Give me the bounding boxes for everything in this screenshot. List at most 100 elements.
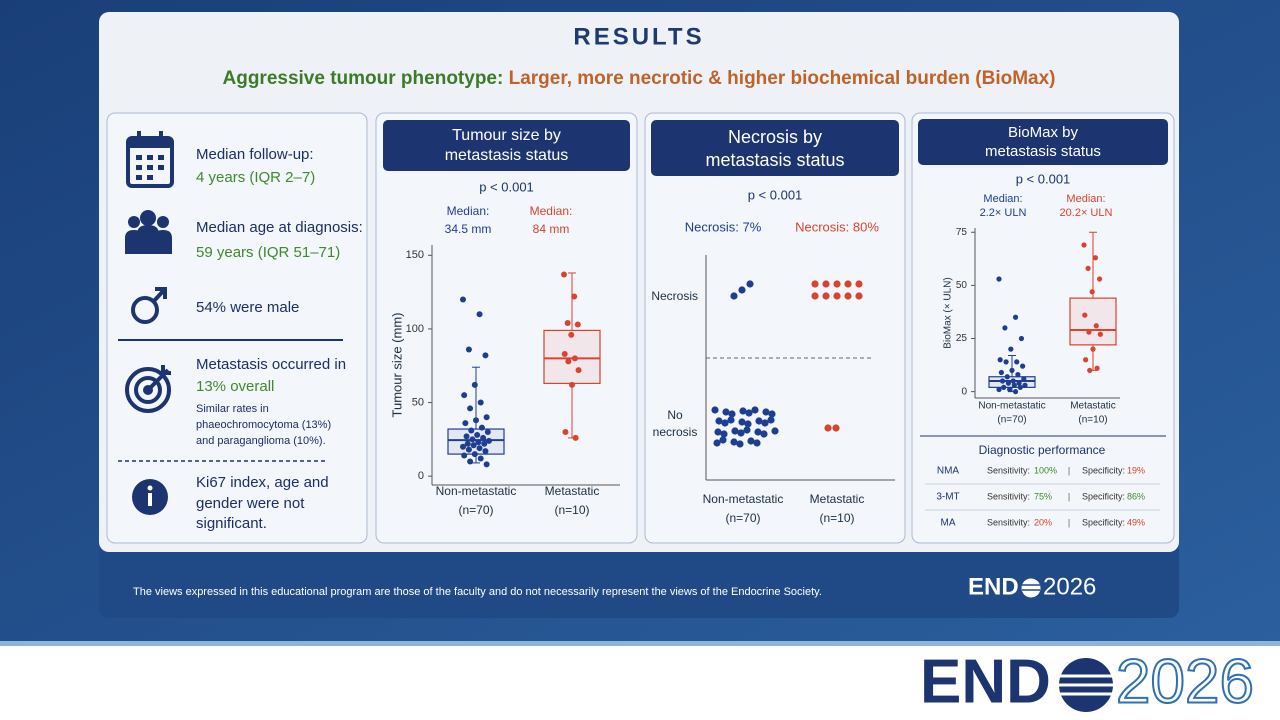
- subtitle-lead: Aggressive tumour phenotype:: [223, 68, 504, 89]
- data-point: [468, 427, 475, 434]
- y-tick-label: 50: [956, 280, 968, 291]
- table-cell: 49%: [1127, 517, 1145, 527]
- data-point: [1008, 346, 1014, 352]
- data-point: [996, 386, 1002, 393]
- data-point: [731, 427, 739, 435]
- logo-globe: [1021, 578, 1041, 598]
- data-point: [727, 416, 735, 424]
- data-point: [753, 439, 761, 447]
- data-point: [464, 440, 471, 447]
- data-point: [822, 280, 830, 288]
- panel: [106, 112, 368, 544]
- data-point: [1090, 346, 1096, 352]
- x-tick-label: (n=70): [458, 503, 493, 517]
- data-point: [571, 355, 578, 362]
- data-point: [715, 417, 723, 425]
- table-cell: 19%: [1127, 465, 1145, 475]
- stat-label: Median follow-up:: [196, 146, 314, 163]
- data-point: [478, 424, 485, 431]
- data-point: [1007, 386, 1013, 393]
- data-point: [571, 293, 578, 300]
- table-cell: |: [1068, 465, 1070, 475]
- data-point: [482, 448, 489, 455]
- data-point: [482, 352, 489, 359]
- data-point: [755, 417, 763, 425]
- axis-title: BioMax (× ULN): [943, 277, 954, 348]
- data-point: [844, 280, 852, 288]
- data-point: [728, 410, 736, 418]
- y-tick-label: 100: [406, 323, 424, 335]
- data-point: [1083, 357, 1089, 363]
- data-point: [833, 292, 841, 300]
- data-point: [832, 424, 840, 432]
- box: [543, 329, 601, 385]
- row-label: Necrosis: [651, 289, 698, 303]
- data-point: [1017, 384, 1023, 390]
- data-point: [1011, 382, 1017, 388]
- data-point: [855, 292, 863, 300]
- stat-label: significant.: [196, 515, 267, 532]
- logo-globe-lines: [1059, 674, 1113, 696]
- x-tick-label: Metastatic: [810, 492, 865, 506]
- data-point: [1009, 367, 1015, 373]
- data-point: [1094, 365, 1100, 371]
- data-point: [713, 439, 721, 447]
- data-point: [736, 440, 744, 448]
- subtitle-rest: Larger, more necrotic & higher biochemic…: [509, 68, 1056, 89]
- p-value: p < 0.001: [479, 179, 534, 194]
- chart-title: metastasis status: [705, 150, 844, 170]
- data-point: [561, 350, 568, 357]
- median-label: Median:: [1066, 193, 1105, 205]
- stat-label: Ki67 index, age and: [196, 474, 329, 491]
- table-title: Diagnostic performance: [979, 443, 1106, 457]
- chart-title: BioMax by: [1008, 124, 1079, 141]
- data-point: [572, 434, 579, 441]
- panel-header: [383, 120, 630, 171]
- data-point: [844, 292, 852, 300]
- data-point: [720, 430, 728, 438]
- data-point: [1015, 372, 1021, 378]
- table-cell: NMA: [937, 466, 960, 477]
- data-point: [569, 381, 575, 388]
- data-point: [467, 405, 474, 412]
- x-tick-label: Non-metastatic: [703, 492, 784, 506]
- calendar-icon: [126, 131, 174, 188]
- stat-value: 13% overall: [196, 378, 274, 395]
- stat-value: 4 years (IQR 2–7): [196, 169, 315, 186]
- x-tick-label: (n=10): [819, 511, 854, 525]
- table-cell: 20%: [1034, 517, 1052, 527]
- data-point: [719, 436, 727, 444]
- data-point: [477, 399, 484, 406]
- data-point: [1093, 323, 1099, 329]
- logo-text: END: [968, 573, 1019, 600]
- median-label: Median:: [447, 204, 490, 218]
- data-point: [473, 417, 479, 424]
- data-point: [745, 409, 753, 417]
- data-point: [1085, 265, 1091, 271]
- data-point: [1022, 382, 1028, 388]
- divider: [0, 641, 1280, 646]
- x-tick-label: (n=70): [725, 511, 760, 525]
- data-point: [467, 458, 474, 465]
- data-point: [1016, 380, 1022, 386]
- data-point: [462, 420, 469, 427]
- data-point: [564, 320, 571, 327]
- panel: [644, 112, 906, 544]
- x-tick-label: Non-metastatic: [436, 484, 517, 498]
- male-icon: [131, 287, 167, 324]
- row-label: No: [667, 408, 683, 422]
- data-point: [730, 292, 738, 300]
- chart-title: metastasis status: [985, 143, 1101, 160]
- panel-header: [918, 119, 1168, 165]
- data-point: [767, 416, 775, 424]
- info-icon: [132, 479, 168, 515]
- data-point: [475, 439, 482, 446]
- table-cell: Specificity:: [1082, 465, 1125, 475]
- data-point: [465, 446, 472, 453]
- data-point: [486, 437, 492, 444]
- data-point: [474, 431, 481, 438]
- data-point: [754, 428, 762, 436]
- data-point: [480, 434, 487, 441]
- subtitle: Aggressive tumour phenotype: Larger, mor…: [223, 68, 1056, 89]
- data-point: [574, 321, 581, 328]
